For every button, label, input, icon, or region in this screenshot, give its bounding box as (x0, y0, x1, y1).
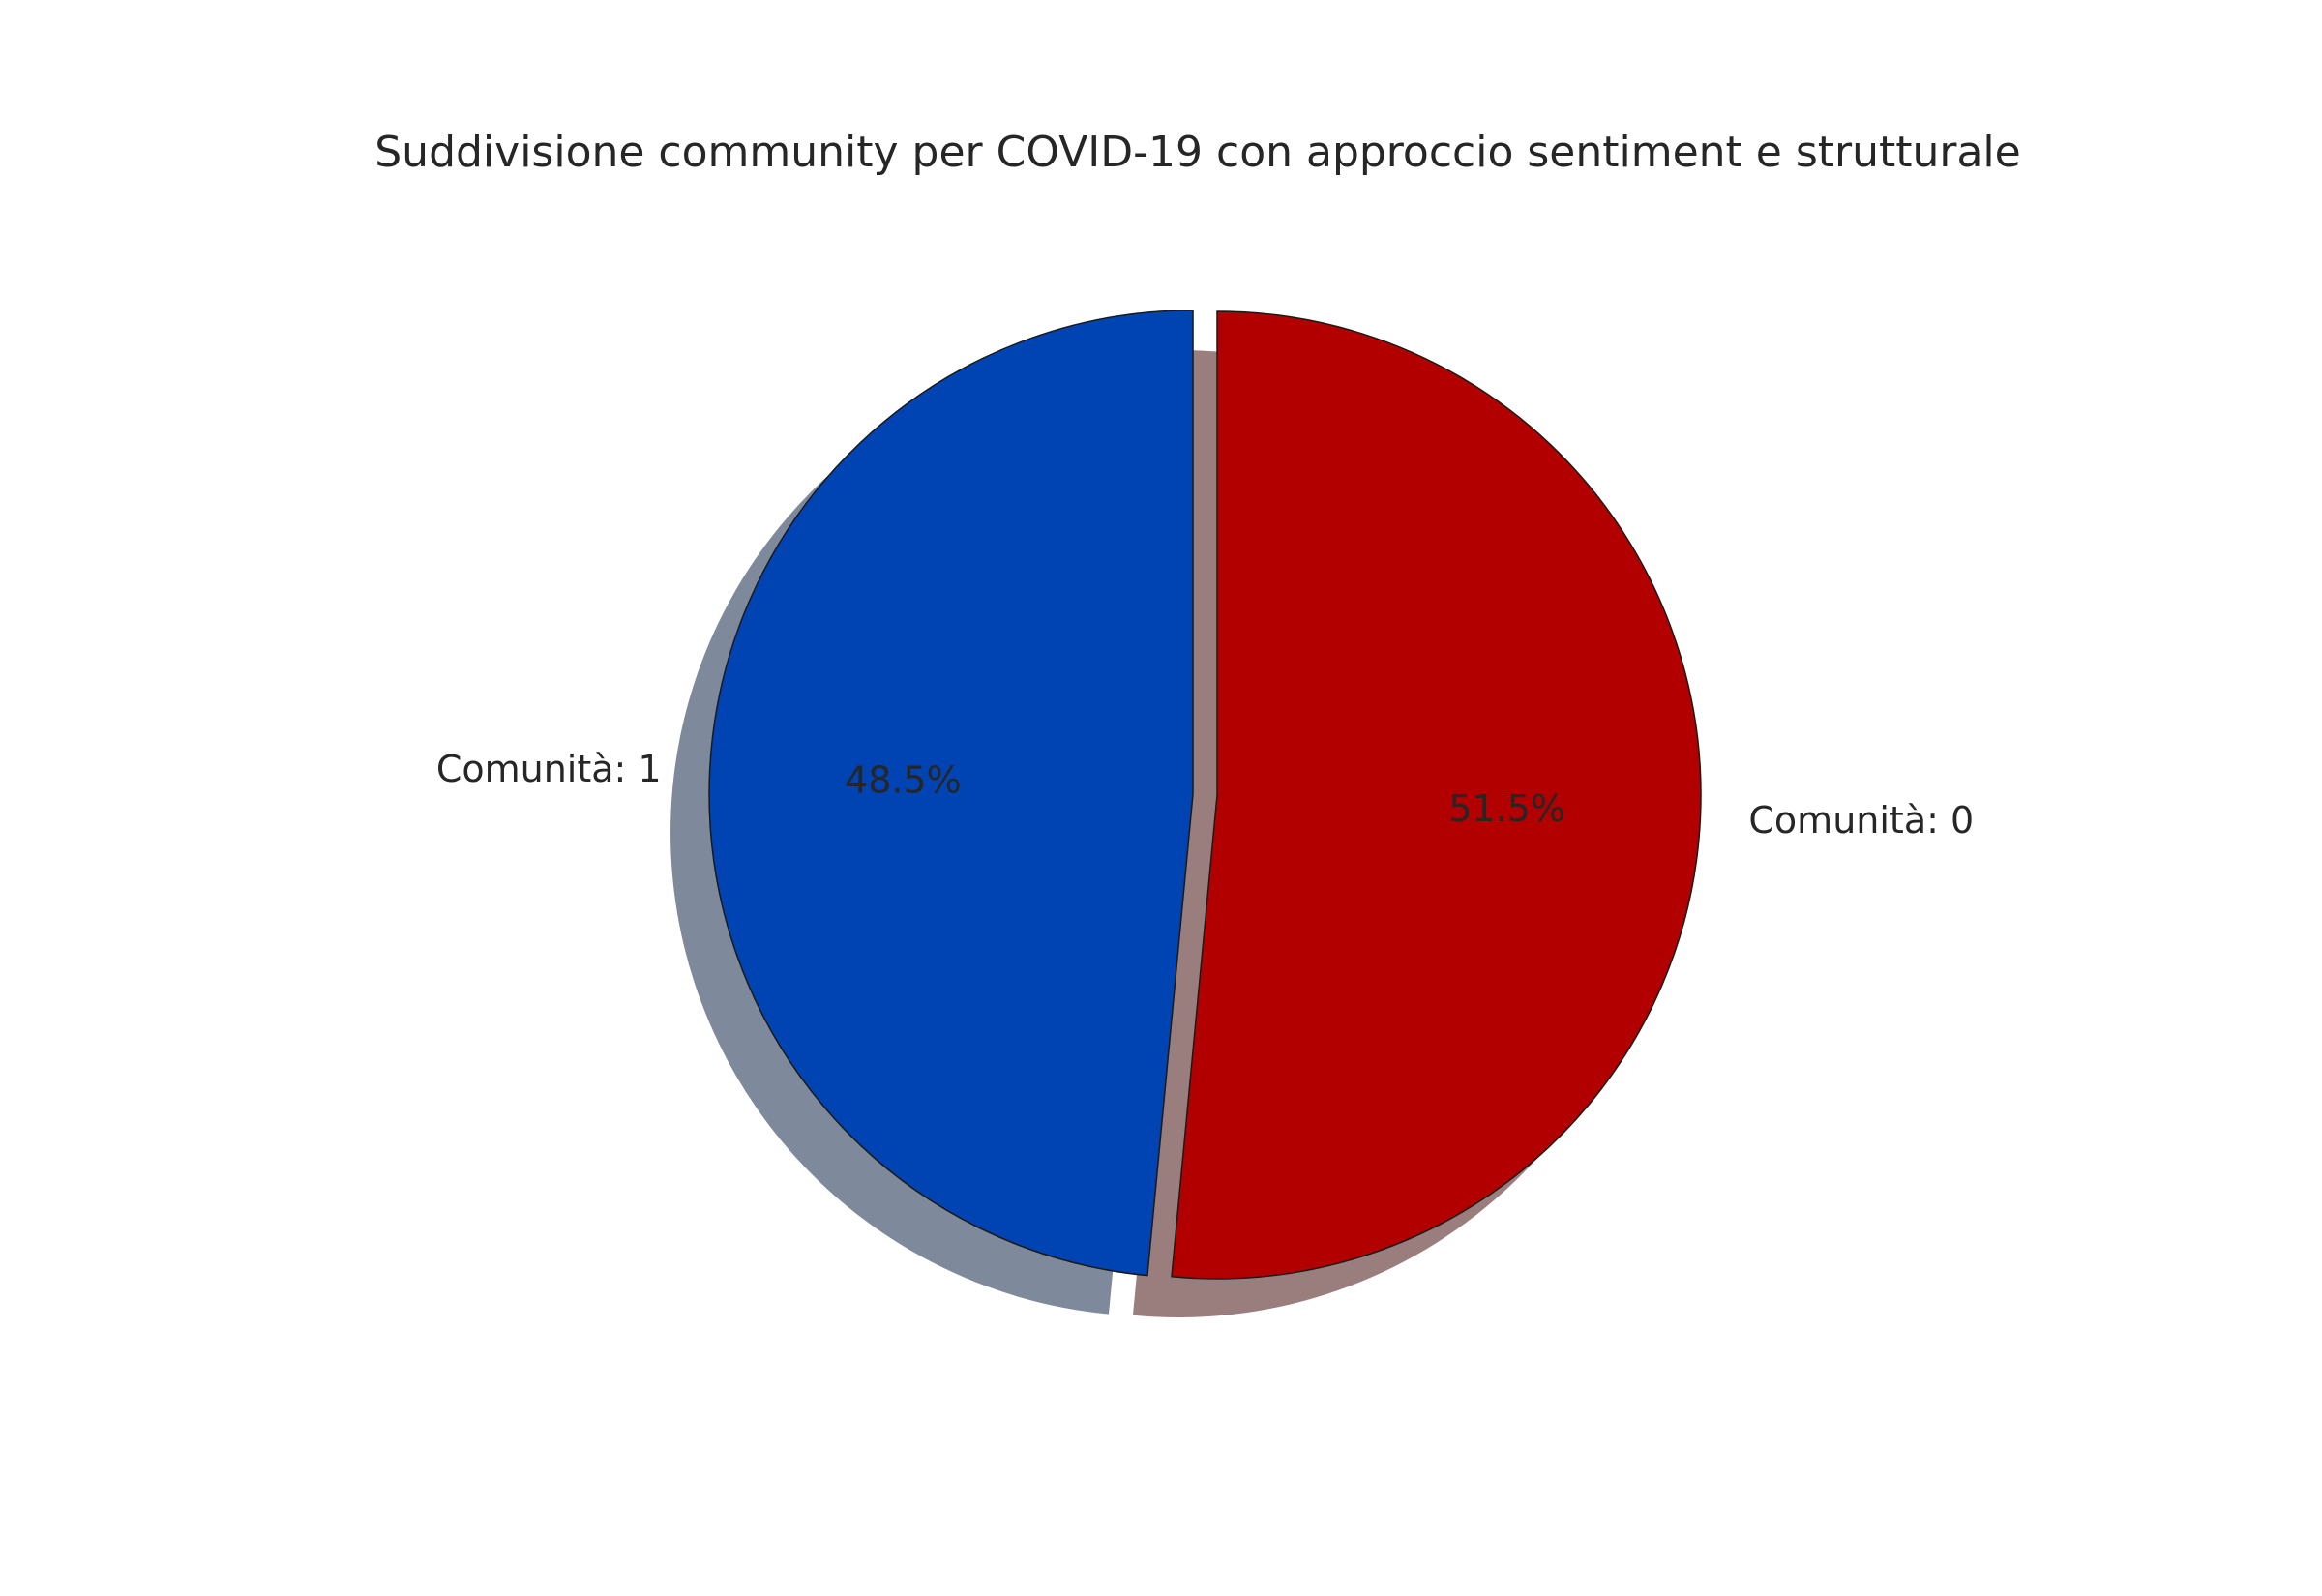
percent-label-comunit-0: 51.5% (1448, 787, 1565, 830)
slice-layer (708, 310, 1702, 1280)
chart-title: Suddivisione community per COVID-19 con … (374, 128, 2020, 177)
slice-label-comunit-1: Comunità: 1 (436, 748, 662, 790)
pie-slice-comunit-1 (708, 310, 1194, 1277)
label-layer: Comunità: 0 51.5% Comunità: 1 48.5% (436, 748, 1974, 842)
percent-label-comunit-1: 48.5% (845, 759, 962, 802)
pie-slice-comunit-0 (1171, 310, 1702, 1280)
slice-label-comunit-0: Comunità: 0 (1748, 799, 1974, 842)
